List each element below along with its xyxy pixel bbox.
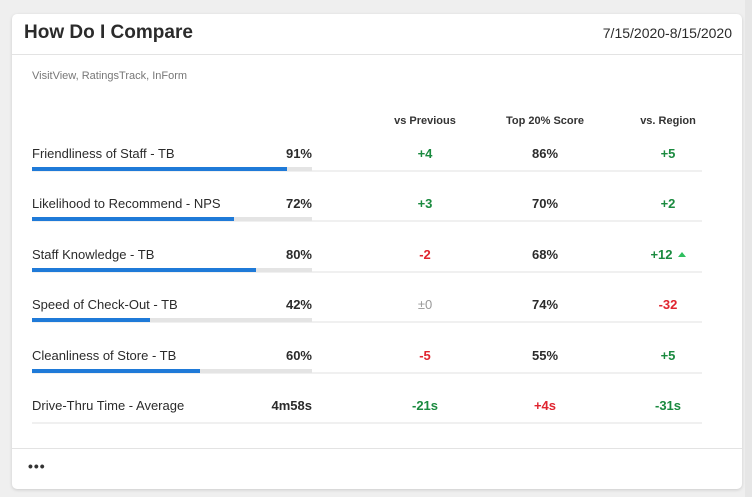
- progress-bar: [32, 318, 312, 323]
- metric-value: 72%: [285, 196, 312, 212]
- compare-card: How Do I Compare 7/15/2020-8/15/2020 Vis…: [12, 14, 742, 489]
- metric-label: Likelihood to Recommend - NPS: [32, 196, 221, 212]
- footer-divider: [12, 448, 742, 449]
- metric-value: 42%: [285, 297, 312, 313]
- progress-fill: [32, 368, 200, 373]
- vs-region-cell: +12: [608, 247, 728, 262]
- vs-region-value: -32: [658, 297, 678, 313]
- date-range: 7/15/2020-8/15/2020: [602, 25, 732, 41]
- vs-region-value: -31s: [654, 398, 682, 413]
- vs-previous-value: ±0: [417, 297, 433, 313]
- vs-region-cell: +5: [608, 348, 728, 363]
- data-sources: VisitView, RatingsTrack, InForm: [32, 70, 188, 82]
- metric-value: 91%: [285, 146, 312, 161]
- ellipsis-icon[interactable]: •••: [28, 458, 46, 474]
- table-row[interactable]: Cleanliness of Store - TB 60% -5 55% +5: [12, 323, 742, 375]
- top20-value: +4s: [533, 398, 557, 413]
- progress-bar: [32, 267, 312, 272]
- progress-bar: [32, 167, 312, 171]
- top20-value: 55%: [531, 347, 559, 363]
- table-row[interactable]: Speed of Check-Out - TB 42% ±0 74% -32: [12, 272, 742, 324]
- vs-region-value: +12: [650, 246, 673, 262]
- vs-region-value: +2: [660, 196, 676, 212]
- vs-previous-value: +3: [417, 196, 433, 212]
- metric-label: Staff Knowledge - TB: [32, 246, 155, 262]
- top20-value: 86%: [531, 146, 559, 161]
- table-row[interactable]: Friendliness of Staff - TB 91% +4 86% +5: [12, 121, 742, 173]
- top20-value: 68%: [531, 246, 559, 262]
- vs-previous-value: +4: [417, 146, 433, 161]
- metric-value: 80%: [285, 246, 312, 262]
- row-divider: [32, 321, 702, 324]
- top20-value: 70%: [531, 196, 559, 212]
- top20-value: 74%: [531, 297, 559, 313]
- progress-fill: [32, 217, 234, 222]
- row-divider: [32, 170, 702, 172]
- row-divider: [32, 422, 702, 424]
- progress-bar: [32, 217, 312, 222]
- card-title: How Do I Compare: [24, 22, 193, 43]
- metric-label: Speed of Check-Out - TB: [32, 297, 178, 313]
- col-header-vs-previous: vs Previous: [394, 115, 456, 127]
- metric-value: 4m58s: [271, 398, 312, 413]
- row-divider: [32, 270, 702, 273]
- triangle-up-icon: [677, 251, 686, 257]
- vs-previous-value: -5: [419, 347, 431, 363]
- metric-label: Friendliness of Staff - TB: [32, 146, 175, 161]
- row-divider: [32, 220, 702, 223]
- vs-region-value: +5: [660, 146, 676, 161]
- progress-fill: [32, 267, 256, 272]
- vs-region-cell: +2: [608, 196, 728, 211]
- progress-fill: [32, 167, 287, 171]
- scrollbar[interactable]: [745, 0, 752, 497]
- header-divider: [12, 54, 742, 55]
- vs-region-value: +5: [660, 347, 676, 363]
- col-header-vs-region: vs. Region: [640, 115, 696, 127]
- metric-label: Cleanliness of Store - TB: [32, 347, 177, 363]
- vs-previous-value: -21s: [411, 398, 439, 413]
- vs-region-cell: -31s: [608, 398, 728, 413]
- table-row[interactable]: Staff Knowledge - TB 80% -2 68% +12: [12, 222, 742, 274]
- progress-bar: [32, 368, 312, 373]
- vs-previous-value: -2: [419, 246, 431, 262]
- metric-value: 60%: [285, 347, 312, 363]
- progress-fill: [32, 318, 150, 323]
- table-row[interactable]: Likelihood to Recommend - NPS 72% +3 70%…: [12, 171, 742, 223]
- metric-label: Drive-Thru Time - Average: [32, 398, 185, 413]
- vs-region-cell: +5: [608, 146, 728, 161]
- row-divider: [32, 371, 702, 374]
- table-row[interactable]: Drive-Thru Time - Average 4m58s -21s +4s…: [12, 373, 742, 425]
- col-header-top20: Top 20% Score: [505, 115, 585, 127]
- vs-region-cell: -32: [608, 297, 728, 312]
